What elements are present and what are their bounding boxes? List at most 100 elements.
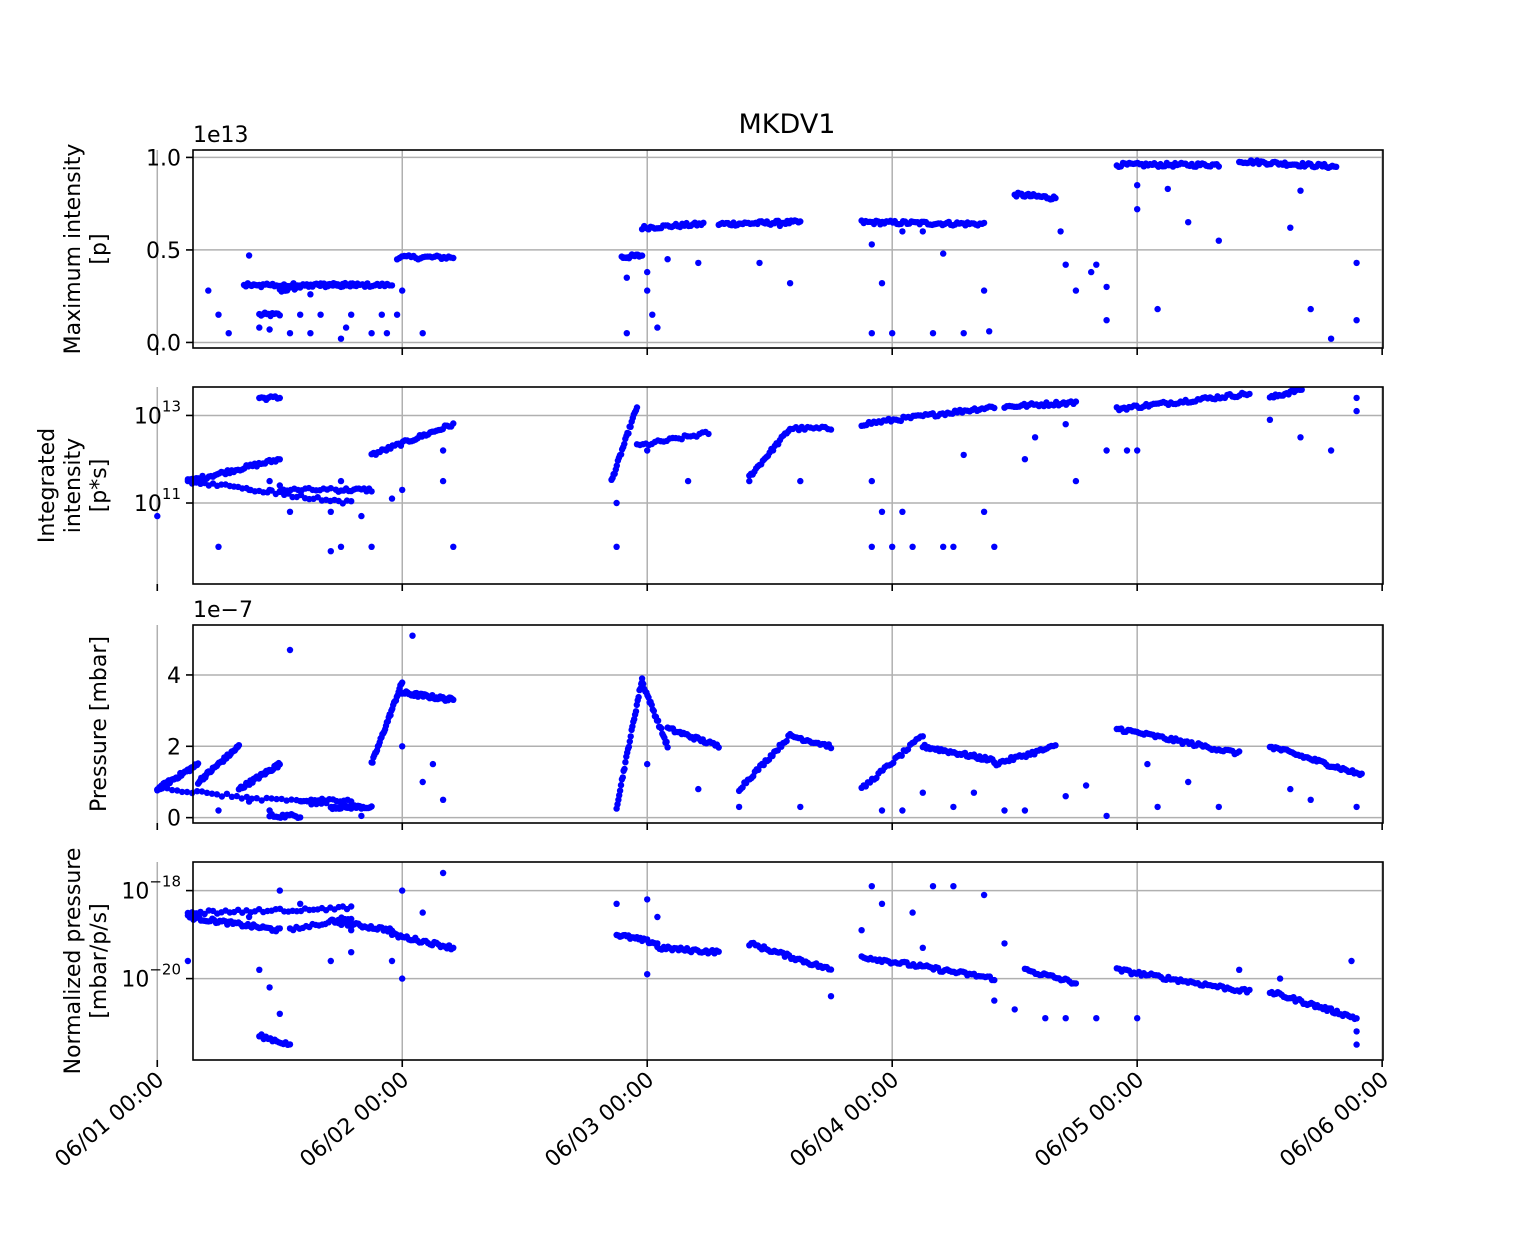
data-point (658, 725, 665, 732)
data-point (1134, 1015, 1141, 1022)
data-point (450, 696, 457, 703)
data-point (245, 252, 253, 259)
data-point (286, 1041, 294, 1048)
data-point (868, 543, 875, 550)
data-point (1185, 778, 1192, 786)
data-point (1072, 477, 1080, 485)
data-point (991, 976, 998, 984)
data-point (827, 744, 835, 752)
data-point (1144, 760, 1151, 768)
data-point (644, 971, 651, 978)
y-axis-label: Pressure [mbar] (87, 636, 112, 812)
data-point (358, 812, 365, 820)
data-point (632, 708, 640, 715)
data-point (889, 543, 896, 550)
data-point (297, 311, 304, 318)
data-point (635, 693, 642, 701)
data-point (272, 490, 279, 498)
data-point (1353, 317, 1360, 324)
data-point (278, 795, 285, 803)
data-point (276, 394, 283, 402)
data-point (929, 883, 937, 890)
data-point (368, 330, 375, 337)
data-point (194, 760, 202, 767)
series-points (184, 869, 1360, 1049)
data-point (215, 311, 222, 318)
data-point (1276, 975, 1284, 982)
data-point (1353, 394, 1360, 402)
y-axis-label: [p*s] (87, 459, 112, 513)
data-point (268, 795, 275, 802)
data-point (1134, 206, 1141, 213)
data-point (1236, 966, 1243, 973)
data-point (283, 797, 290, 804)
series-points (205, 157, 1360, 342)
data-point (253, 795, 260, 802)
data-point (919, 789, 926, 796)
data-point (899, 807, 906, 814)
data-point (337, 283, 345, 291)
data-point (399, 743, 406, 750)
data-point (286, 330, 294, 337)
data-point (1001, 940, 1008, 947)
data-point (654, 913, 661, 921)
data-point (980, 219, 988, 227)
data-point (940, 543, 947, 550)
data-point (991, 404, 998, 412)
data-point (178, 788, 186, 796)
data-point (399, 287, 406, 294)
data-point (169, 786, 176, 794)
data-point (388, 282, 396, 289)
data-point (776, 222, 784, 230)
panel-4: 10−18 10−20 Normalized pressure [mbar/p/s] (61, 848, 1384, 1074)
panel-3: 0 2 4 1e−7 Pressure [mbar] (87, 598, 1384, 832)
data-point (1353, 1028, 1360, 1035)
data-point (898, 752, 905, 759)
data-point (1042, 1015, 1049, 1022)
data-point (638, 252, 646, 259)
data-point (950, 883, 957, 890)
data-point (245, 913, 253, 921)
data-point (276, 761, 283, 768)
data-point (797, 803, 804, 811)
data-point (368, 803, 375, 810)
data-point (297, 814, 304, 821)
data-point (909, 543, 916, 550)
data-point (613, 900, 620, 907)
y-axis-label: intensity (61, 438, 86, 533)
y-tick-label: 0 (167, 807, 181, 832)
data-point (327, 508, 334, 515)
panel-1: 0.0 0.5 1.0 1e13 Maximum intensity [p] (61, 123, 1384, 356)
data-point (266, 807, 273, 814)
data-point (783, 737, 790, 745)
y-axis-label: [mbar/p/s] (87, 903, 112, 1018)
y-tick-label: 1013 (134, 397, 181, 429)
y-axis-label: [p] (87, 233, 112, 264)
data-point (174, 787, 181, 794)
data-point (303, 797, 310, 805)
data-point (878, 280, 886, 287)
data-point (1215, 163, 1223, 170)
data-point (1348, 957, 1355, 965)
data-point (1353, 407, 1360, 415)
data-point (369, 759, 376, 766)
data-point (348, 949, 355, 956)
data-point (1297, 187, 1304, 194)
data-point (1333, 163, 1340, 170)
data-point (429, 760, 437, 768)
data-point (1164, 185, 1172, 193)
data-point (1287, 224, 1294, 231)
data-point (1093, 1015, 1100, 1022)
data-point (307, 291, 314, 298)
data-point (288, 796, 295, 803)
data-point (1215, 803, 1223, 811)
data-point (735, 803, 743, 811)
data-point (878, 900, 886, 907)
data-point (276, 312, 283, 319)
data-point (276, 925, 283, 932)
data-point (1062, 793, 1069, 800)
data-point (266, 477, 273, 485)
data-point (739, 784, 746, 791)
data-point (419, 330, 426, 337)
data-point (633, 404, 641, 411)
